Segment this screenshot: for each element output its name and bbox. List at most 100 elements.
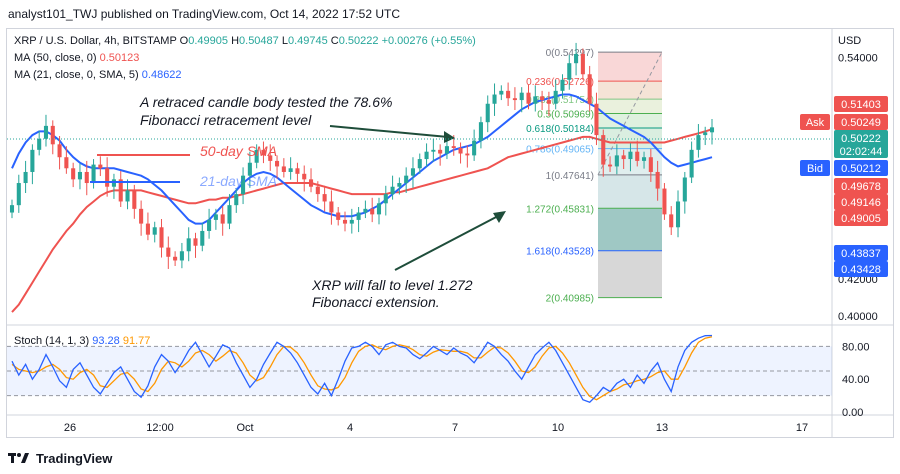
- arrow-retrace: [329, 125, 449, 138]
- candle: [227, 194, 232, 230]
- tag-high: 0.51403: [834, 96, 888, 112]
- tag-level-a: 0.49146: [834, 194, 888, 210]
- tag-ma50-text: 0.49678: [841, 181, 881, 193]
- candle: [166, 236, 171, 269]
- candle: [336, 207, 341, 226]
- candle: [608, 156, 613, 172]
- candle: [281, 158, 286, 178]
- candle: [288, 157, 293, 180]
- candle-body: [492, 94, 497, 104]
- tradingview-brand[interactable]: TradingView: [8, 446, 112, 470]
- candle-body: [662, 188, 667, 215]
- candle-body: [703, 132, 708, 136]
- candle: [675, 190, 681, 238]
- ask-side-bg: [800, 114, 830, 130]
- price-axis-label: 0.40000: [838, 311, 878, 323]
- candle-body: [186, 238, 191, 252]
- candle: [383, 185, 388, 216]
- candle: [98, 156, 103, 177]
- candle: [152, 221, 157, 243]
- candle-body: [648, 157, 653, 172]
- candle: [567, 54, 572, 90]
- candle-body: [23, 171, 28, 184]
- candle: [696, 124, 701, 158]
- chart-frame: [6, 28, 894, 438]
- tag-high-bg: [834, 96, 888, 112]
- time-axis-label: 26: [64, 422, 76, 434]
- candle: [594, 92, 599, 146]
- candle: [614, 144, 619, 175]
- candle-body: [519, 92, 524, 101]
- candle-body: [281, 166, 286, 172]
- candle: [71, 162, 76, 188]
- stoch-k-line: [11, 334, 713, 403]
- annotation-retrace-line1: A retraced candle body tested the 78.6%: [139, 94, 392, 110]
- legend-ma21: MA (21, close, 0, SMA, 5) 0.48622: [14, 69, 182, 81]
- candle-body: [9, 205, 15, 213]
- fib-level-label: 0.5(0.50969): [537, 110, 594, 121]
- candle: [268, 144, 273, 171]
- candle: [84, 160, 89, 196]
- candle-body: [308, 179, 314, 187]
- candle-body: [261, 149, 266, 156]
- candle: [689, 141, 694, 184]
- candle-body: [376, 203, 382, 215]
- tag-ask-price-text: 0.50249: [841, 117, 881, 129]
- candle: [560, 74, 565, 99]
- candle: [526, 84, 531, 110]
- fib-zone: [598, 174, 662, 209]
- candle-body: [288, 168, 293, 172]
- candle: [492, 83, 497, 116]
- tag-bid-price: 0.50212: [834, 160, 888, 176]
- candle: [179, 242, 184, 269]
- candle-body: [275, 160, 280, 167]
- fib-zone: [598, 113, 662, 129]
- candle-body: [166, 247, 171, 257]
- candle: [669, 206, 674, 236]
- candle-body: [50, 125, 55, 145]
- candle: [247, 151, 252, 188]
- legend-symbol-line: XRP / U.S. Dollar, 4h, BITSTAMP O0.49905…: [14, 35, 476, 47]
- fib-level-label: 0.236(0.52726): [526, 77, 594, 88]
- candle: [111, 173, 116, 199]
- candle-body: [608, 164, 613, 167]
- candle: [363, 200, 368, 219]
- candle-body: [512, 98, 517, 101]
- candle-body: [682, 177, 687, 202]
- candle: [9, 199, 15, 219]
- candle-body: [390, 186, 395, 195]
- legend-ohlc-part: 0.50222: [339, 35, 382, 47]
- fib-level-label: 1(0.47641): [546, 171, 594, 182]
- candle-body: [642, 157, 647, 161]
- candle: [601, 129, 606, 177]
- time-axis-label: 17: [796, 422, 808, 434]
- candle: [37, 130, 42, 156]
- candle: [682, 171, 687, 214]
- bid-side-bg: [800, 160, 830, 176]
- candle: [587, 65, 592, 112]
- candle: [43, 114, 49, 147]
- candle: [173, 251, 178, 266]
- candle: [207, 208, 212, 239]
- candle: [295, 162, 300, 184]
- annotation-retrace-line2: Fibonacci retracement level: [140, 112, 312, 128]
- candle: [186, 227, 191, 262]
- legend-ohlc-part: O: [180, 35, 189, 47]
- tag-level-d-bg: [834, 261, 888, 277]
- candle: [329, 190, 334, 225]
- legend-stoch: Stoch (14, 1, 3) 93.28 91.77: [14, 335, 150, 347]
- fib-level-label: 2(0.40985): [546, 294, 594, 305]
- tag-level-b: 0.49005: [834, 210, 888, 226]
- candle: [91, 159, 96, 189]
- candle-body: [125, 190, 130, 202]
- legend-ohlc-part: XRP / U.S. Dollar, 4h, BITSTAMP: [14, 35, 180, 47]
- tag-last-price: 0.50222: [841, 133, 881, 145]
- candle-body: [675, 201, 681, 228]
- candle-body: [614, 155, 619, 167]
- legend-ohlc-part: 0.49905: [188, 35, 231, 47]
- candle: [662, 183, 667, 220]
- candle-body: [533, 96, 538, 104]
- tag-level-a-text: 0.49146: [841, 197, 881, 209]
- candle: [193, 232, 198, 258]
